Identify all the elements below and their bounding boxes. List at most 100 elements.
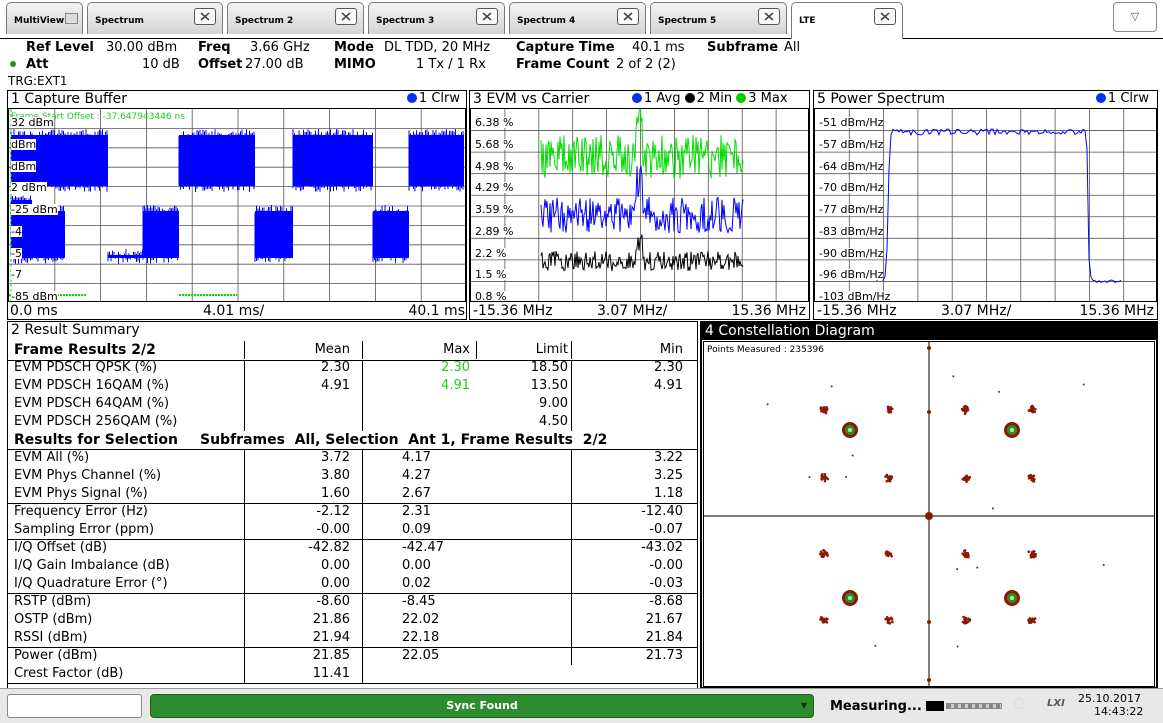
x-axis-end: 15.36 MHz [731, 303, 806, 319]
tab-lte[interactable]: LTE [791, 2, 903, 39]
y-axis-label: -85 dBm [11, 290, 58, 302]
row-divider [8, 647, 697, 648]
close-icon[interactable] [617, 8, 639, 25]
close-icon[interactable] [194, 8, 216, 25]
power-spectrum-plot[interactable]: -51 dBm/Hz -57 dBm/Hz -64 dBm/Hz -70 dBm/Hz… [814, 108, 1157, 302]
close-icon[interactable] [874, 8, 896, 25]
power-spectrum-chart [815, 109, 1156, 301]
row-label: EVM PDSCH QPSK (%) [14, 360, 158, 375]
selection-label: Results for Selection [14, 432, 179, 448]
row-max: 4.91 [441, 378, 470, 393]
row-max: 22.05 [402, 648, 440, 663]
row-max: 2.31 [402, 504, 431, 519]
tab-spectrum-5[interactable]: Spectrum 5 [650, 2, 787, 34]
power-spectrum-panel[interactable]: 5 Power Spectrum 1 Clrw -51 dBm/Hz -57 dB… [813, 90, 1158, 320]
chevron-down-icon: ▼ [800, 701, 807, 710]
evm-vs-carrier-panel[interactable]: 3 EVM vs Carrier 1 Avg 2 Min 3 Max 6.38 … [469, 90, 810, 320]
y-axis-label: -96 dBm/Hz [819, 268, 884, 282]
capture-buffer-x-axis: 0.0 ms 4.01 ms/ 40.1 ms [10, 302, 465, 320]
row-label: EVM PDSCH 256QAM (%) [14, 414, 178, 429]
power-spectrum-trace [876, 128, 1122, 284]
panel-title: 4 Constellation Diagram [705, 323, 875, 339]
row-max: 22.02 [402, 612, 440, 627]
grid-lines [815, 109, 1156, 301]
row-min: -0.07 [649, 522, 683, 537]
y-axis-label: -64 dBm/Hz [819, 159, 884, 173]
col-divider [476, 341, 477, 359]
tab-bar: MultiView Spectrum Spectrum 2 Spectrum 3… [0, 0, 1163, 39]
tab-dropdown-button[interactable]: ▽ [1113, 2, 1157, 32]
trace-dot-icon [736, 93, 747, 103]
offset-label: Offset [198, 57, 243, 72]
col-divider [571, 360, 572, 431]
row-min: -0.03 [649, 576, 683, 591]
row-label: I/Q Quadrature Error (°) [14, 576, 168, 591]
x-axis-div: 3.07 MHz/ [941, 303, 1012, 319]
close-icon[interactable] [758, 8, 780, 25]
offset-value: 27.00 dB [245, 57, 304, 72]
result-summary-panel[interactable]: 2 Result Summary Frame Results 2/2 Mean … [7, 321, 698, 689]
row-min: -43.02 [641, 540, 683, 555]
row-mean: 0.00 [321, 558, 350, 573]
row-label: EVM PDSCH 64QAM (%) [14, 396, 170, 411]
ref-level-label: Ref Level [26, 40, 94, 55]
status-input-field[interactable] [7, 694, 142, 718]
constellation-panel[interactable]: 4 Constellation Diagram Points Measured … [700, 321, 1158, 689]
close-icon[interactable] [335, 8, 357, 25]
lxi-icon: LXI [1047, 698, 1065, 709]
table-row: EVM Phys Channel (%) 3.80 4.27 3.25 [8, 467, 697, 485]
selection-value: Subframes All, Selection Ant 1, Frame Re… [200, 432, 608, 448]
row-max: 0.00 [402, 558, 431, 573]
panel-title: 5 Power Spectrum [817, 91, 945, 107]
row-limit: 4.50 [539, 414, 568, 429]
x-axis-start: -15.36 MHz [473, 303, 553, 319]
capture-buffer-panel[interactable]: 1 Capture Buffer 1 Clrw Frame Start Offs… [7, 90, 467, 320]
y-axis-label: 1.5 % [475, 268, 507, 282]
y-axis-label: -4 [11, 224, 22, 238]
table-row: OSTP (dBm) 21.86 22.02 21.67 [8, 611, 697, 629]
tab-spectrum-2[interactable]: Spectrum 2 [227, 2, 364, 34]
table-row: RSSI (dBm) 21.94 22.18 21.84 [8, 629, 697, 647]
row-max: -8.45 [402, 594, 436, 609]
row-mean: -0.00 [316, 522, 350, 537]
y-axis-label: 32 dBm [11, 116, 54, 129]
table-row: I/Q Offset (dB) -42.82 -42.47 -43.02 [8, 539, 697, 557]
close-icon[interactable] [476, 8, 498, 25]
y-axis-label: -51 dBm/Hz [819, 116, 884, 129]
row-limit: 18.50 [530, 360, 568, 375]
col-divider [244, 360, 245, 431]
evm-min-trace [540, 234, 744, 272]
tab-multiview[interactable]: MultiView [6, 2, 83, 34]
trace-dot-icon [684, 93, 695, 103]
constellation-plot[interactable]: Points Measured : 235396 [703, 341, 1155, 687]
tab-spectrum-4[interactable]: Spectrum 4 [509, 2, 646, 34]
tab-label: Spectrum 5 [658, 16, 717, 26]
tab-spectrum[interactable]: Spectrum [87, 2, 223, 34]
row-label: EVM Phys Channel (%) [14, 468, 162, 483]
evm-max-trace [540, 109, 744, 179]
table-row: Sampling Error (ppm) -0.00 0.09 -0.07 [8, 521, 697, 539]
trace-dot-icon [632, 93, 642, 103]
x-axis-div: 3.07 MHz/ [597, 303, 668, 319]
row-max: 0.02 [402, 576, 431, 591]
row-min: 3.22 [654, 450, 683, 465]
row-mean: 1.60 [321, 486, 350, 501]
evm-vs-carrier-plot[interactable]: 6.38 % 5.68 % 4.98 % 4.29 % 3.59 % 2.89 % 2.2 … [470, 108, 809, 302]
row-limit: 13.50 [530, 378, 568, 393]
tab-label: Spectrum 2 [235, 16, 294, 26]
sync-status-text: Sync Found [446, 699, 518, 712]
row-min: 1.18 [654, 486, 683, 501]
y-axis-label: -83 dBm/Hz [819, 224, 884, 238]
mimo-value: 1 Tx / 1 Rx [416, 57, 486, 72]
row-max: -42.47 [402, 540, 444, 555]
tab-label: Spectrum [95, 16, 144, 26]
tab-spectrum-3[interactable]: Spectrum 3 [368, 2, 505, 34]
capture-buffer-plot[interactable]: Frame Start Offset : -37.647943446 ns 32… [8, 108, 466, 302]
row-divider [8, 360, 697, 361]
tab-label: Spectrum 4 [517, 16, 576, 26]
y-axis-label: -90 dBm/Hz [819, 246, 884, 260]
row-min: 3.25 [654, 468, 683, 483]
evm-vs-carrier-chart [471, 109, 808, 301]
sync-status-bar[interactable]: Sync Found ▼ [150, 694, 814, 718]
row-min: -12.40 [641, 504, 683, 519]
